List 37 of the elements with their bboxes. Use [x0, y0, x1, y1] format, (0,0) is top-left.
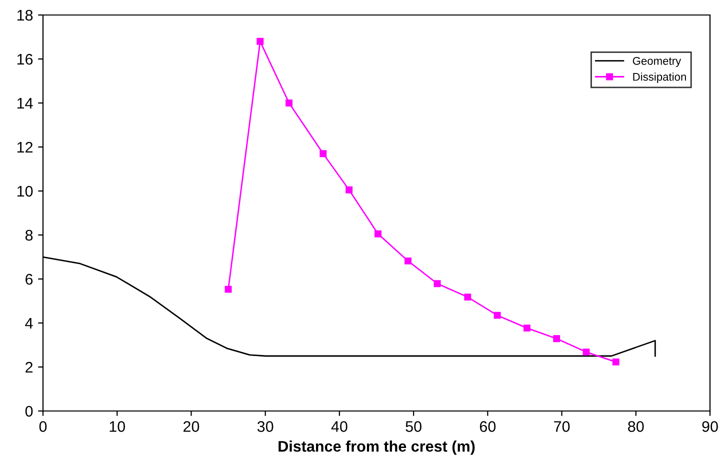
point — [224, 286, 232, 293]
y-tick-label: 6 — [26, 274, 33, 285]
point — [464, 294, 472, 301]
x-tick-label: 0 — [39, 421, 47, 432]
point — [346, 186, 353, 194]
y-tick-label: 16 — [17, 54, 33, 65]
y-tick-label: 10 — [17, 186, 33, 197]
x-tick-label: 80 — [628, 421, 644, 432]
y-tick-label: 4 — [25, 318, 33, 329]
y-tick-label: 14 — [17, 98, 33, 109]
point — [582, 348, 590, 356]
legend-label: Dissipation — [633, 72, 686, 83]
point — [374, 230, 382, 238]
y-tick-label: 0 — [25, 406, 33, 417]
y-tick-label: 18 — [17, 10, 33, 21]
point — [320, 150, 327, 158]
x-tick-label: 40 — [331, 421, 348, 432]
point — [256, 38, 264, 45]
x-tick-label: 10 — [110, 421, 126, 432]
point — [553, 335, 560, 342]
y-tick-label: 12 — [17, 142, 33, 153]
point — [434, 280, 441, 288]
point — [494, 312, 501, 319]
point — [404, 257, 412, 264]
y-tick-label: 2 — [26, 362, 33, 373]
point — [612, 358, 620, 366]
x-axis-title: Distance from the crest (m) — [278, 440, 475, 455]
point — [523, 324, 530, 332]
x-tick-label: 20 — [183, 421, 200, 432]
x-tick-label: 90 — [702, 421, 718, 432]
y-tick-label: 8 — [25, 230, 33, 241]
x-tick-label: 70 — [554, 421, 570, 432]
point — [286, 100, 293, 106]
legend-label: Geometry — [632, 56, 682, 68]
x-tick-label: 60 — [480, 421, 496, 432]
x-tick-label: 50 — [406, 421, 422, 432]
x-tick-label: 30 — [257, 421, 274, 432]
